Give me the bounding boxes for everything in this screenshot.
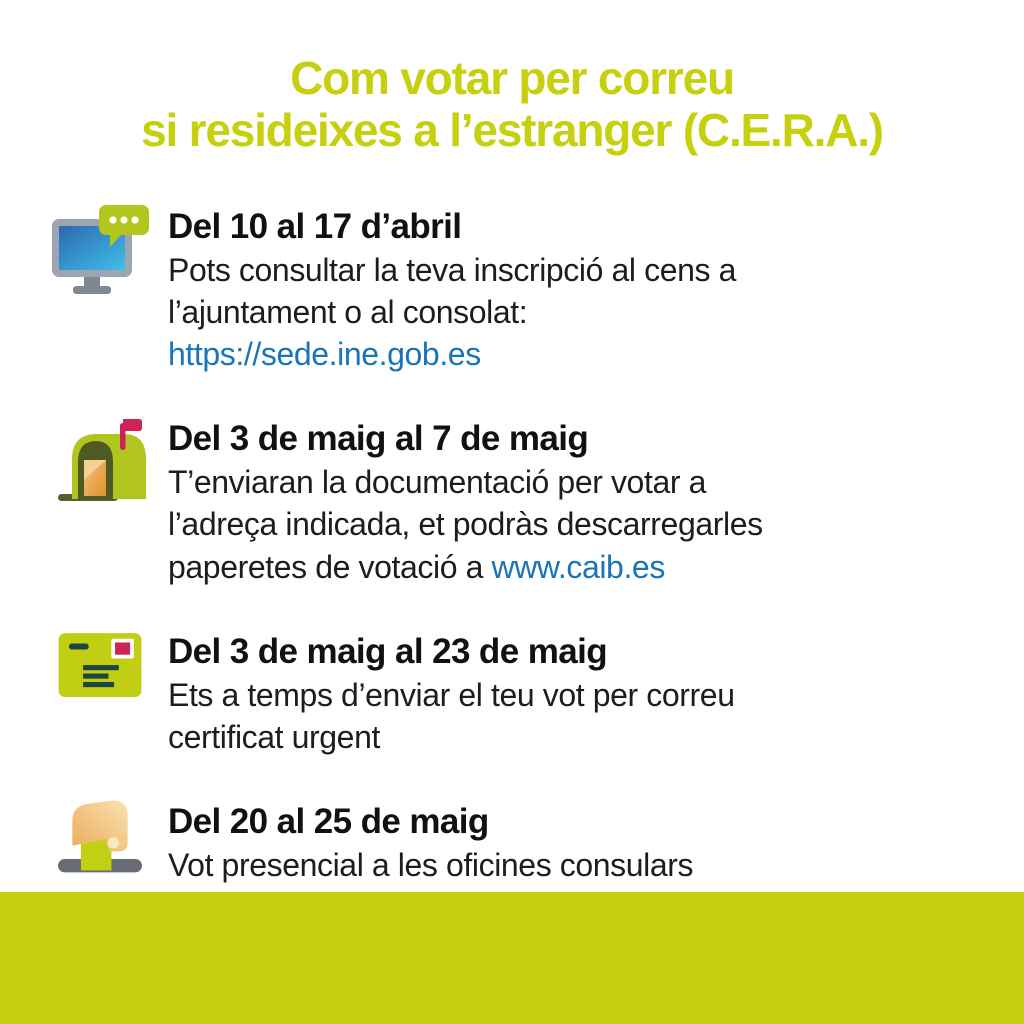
step-body-line: T’enviaran la documentació per votar a <box>168 464 706 501</box>
caib-link[interactable]: www.caib.es <box>491 548 665 585</box>
step-text: Del 3 de maig al 7 de maig T’enviaran la… <box>168 417 763 587</box>
step-vote-in-person: Del 20 al 25 de maig Vot presencial a le… <box>48 800 1024 886</box>
ballot-hand-icon <box>48 798 152 880</box>
computer-chat-icon <box>48 203 152 295</box>
page-title: Com votar per correu si resideixes a l’e… <box>0 0 1024 157</box>
step-consult-census: Del 10 al 17 d’abril Pots consultar la t… <box>48 203 1024 375</box>
step-body-line: Pots consultar la teva inscripció al cen… <box>168 251 736 288</box>
step-body-text: paperetes de votació a <box>168 548 492 585</box>
step-documentation-sent: Del 3 de maig al 7 de maig T’enviaran la… <box>48 417 1024 587</box>
steps-list: Del 10 al 17 d’abril Pots consultar la t… <box>0 203 1024 886</box>
step-body-line: l’ajuntament o al consolat: <box>168 293 528 330</box>
step-body-line: certificat urgent <box>168 718 380 755</box>
envelope-icon <box>48 628 152 704</box>
step-dates-heading: Del 20 al 25 de maig <box>168 802 489 841</box>
step-dates-heading: Del 10 al 17 d’abril <box>168 206 462 246</box>
step-text: Del 10 al 17 d’abril Pots consultar la t… <box>168 205 736 375</box>
step-body-line: paperetes de votació a www.caib.es <box>168 546 763 588</box>
title-line-2: si resideixes a l’estranger (C.E.R.A.) <box>141 104 884 157</box>
step-body-line: l’adreça indicada, et podràs descarregar… <box>168 506 763 543</box>
step-dates-heading: Del 3 de maig al 7 de maig <box>168 419 589 459</box>
bottom-accent-bar <box>0 892 1024 1024</box>
step-dates-heading: Del 3 de maig al 23 de maig <box>168 631 608 671</box>
step-text: Del 20 al 25 de maig Vot presencial a le… <box>168 800 694 886</box>
step-body-line: Vot presencial a les oficines consulars <box>168 846 694 883</box>
step-body-line: Ets a temps d’enviar el teu vot per corr… <box>168 676 735 713</box>
step-text: Del 3 de maig al 23 de maig Ets a temps … <box>168 630 735 758</box>
step-send-vote: Del 3 de maig al 23 de maig Ets a temps … <box>48 630 1024 758</box>
sede-ine-link[interactable]: https://sede.ine.gob.es <box>168 336 481 373</box>
title-line-1: Com votar per correu <box>290 52 735 104</box>
mailbox-icon <box>48 415 152 507</box>
